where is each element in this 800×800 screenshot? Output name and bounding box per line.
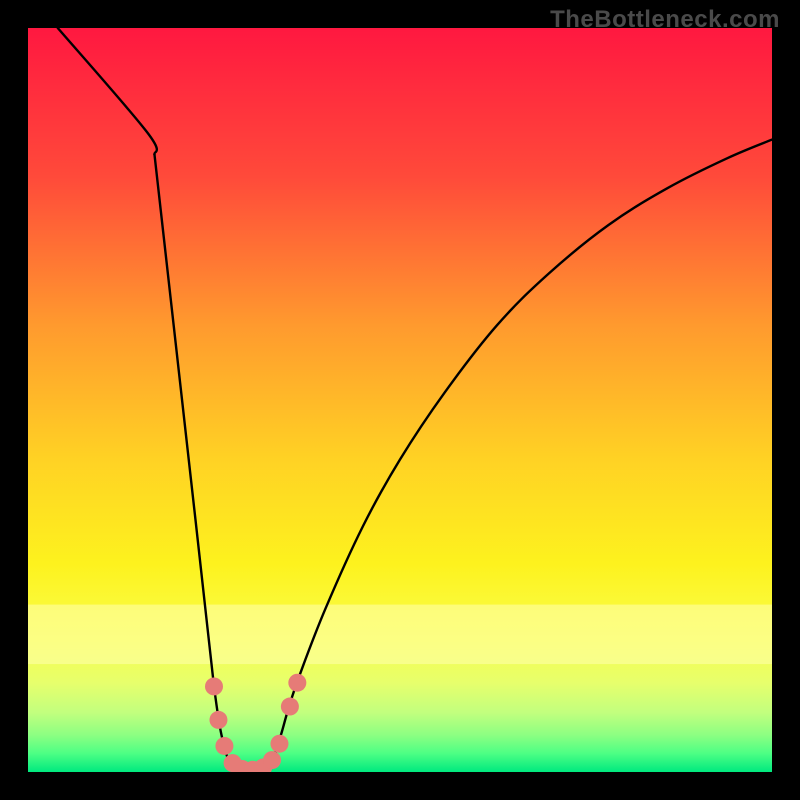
chart-frame: TheBottleneck.com — [0, 0, 800, 800]
marker-point — [205, 677, 223, 695]
marker-point — [263, 751, 281, 769]
marker-point — [209, 711, 227, 729]
marker-point — [270, 735, 288, 753]
pale-band — [28, 605, 772, 665]
marker-point — [288, 674, 306, 692]
marker-point — [281, 698, 299, 716]
marker-point — [215, 737, 233, 755]
bottleneck-chart — [28, 28, 772, 772]
